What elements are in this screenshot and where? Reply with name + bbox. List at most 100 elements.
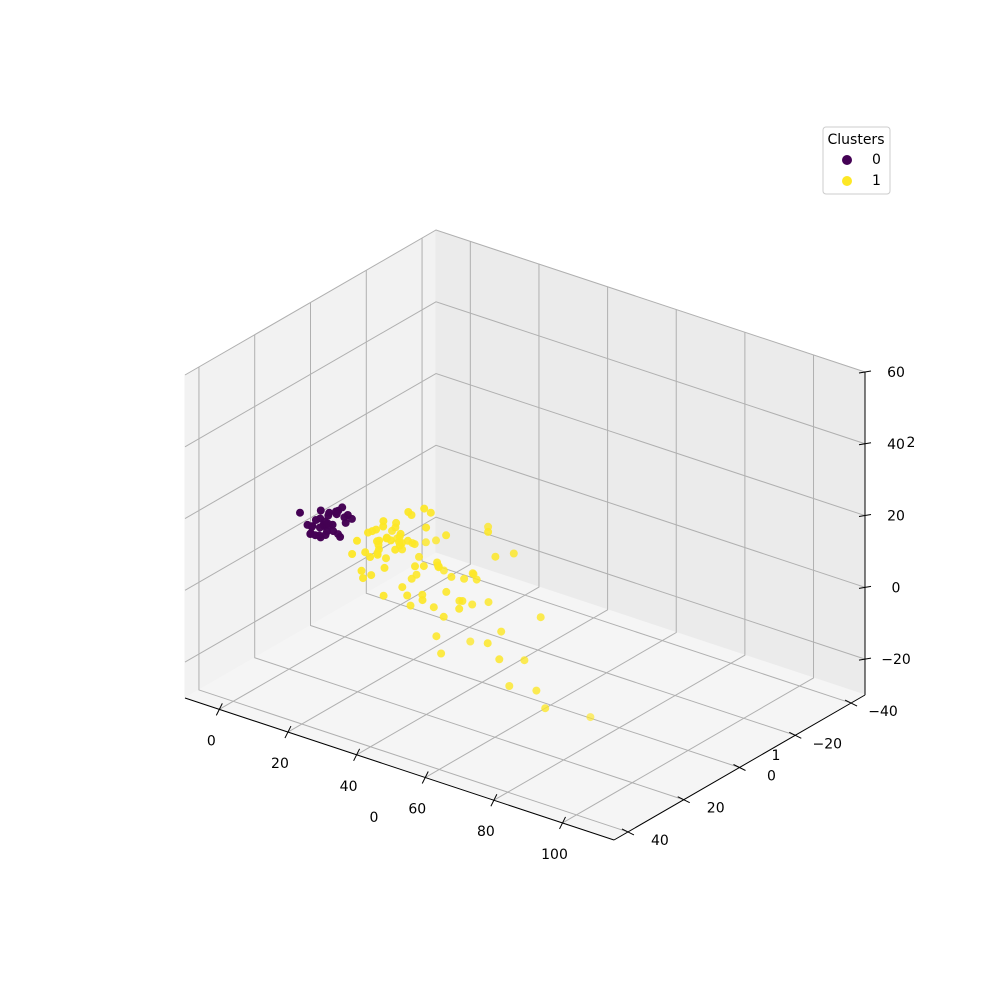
data-point-cluster-1	[442, 587, 451, 596]
data-point-cluster-1	[483, 639, 492, 648]
data-point-cluster-1	[439, 612, 448, 621]
data-point-cluster-1	[408, 539, 417, 548]
legend-title: Clusters	[828, 132, 885, 148]
data-point-cluster-1	[379, 591, 388, 600]
axes-gridlines	[184, 229, 866, 833]
gridline-y	[254, 334, 684, 801]
data-point-cluster-1	[509, 549, 518, 558]
data-point-cluster-0	[315, 523, 324, 532]
data-point-cluster-1	[420, 504, 429, 513]
data-point-cluster-1	[497, 627, 506, 636]
gridline-z	[184, 373, 866, 519]
data-point-cluster-1	[447, 572, 456, 581]
data-point-cluster-1	[391, 545, 400, 554]
data-point-cluster-1	[422, 523, 431, 532]
data-point-cluster-1	[366, 553, 375, 561]
data-point-cluster-1	[359, 574, 367, 583]
data-point-cluster-1	[379, 522, 388, 531]
legend-frame	[822, 126, 891, 195]
gridline-y	[310, 302, 740, 768]
data-point-cluster-1	[380, 563, 389, 572]
y-tick-mark	[844, 699, 858, 707]
gridline-y	[421, 238, 852, 704]
legend-marker-cluster-1	[842, 176, 852, 186]
data-point-cluster-1	[468, 569, 477, 578]
gridline-x	[356, 286, 609, 756]
data-point-cluster-1	[373, 549, 382, 558]
data-point-cluster-1	[426, 508, 435, 517]
data-point-cluster-1	[361, 548, 370, 557]
data-point-cluster-0	[323, 527, 331, 536]
data-point-cluster-1	[382, 533, 391, 542]
x-tick-label: 0	[207, 733, 216, 749]
z-axis-label: 2	[907, 435, 916, 451]
data-point-cluster-0	[296, 508, 304, 517]
x-tick-mark	[284, 725, 292, 739]
data-point-cluster-1	[421, 538, 430, 547]
legend: Clusters 0 1	[822, 126, 891, 195]
data-point-cluster-0	[311, 516, 320, 524]
data-point-cluster-1	[357, 566, 366, 575]
data-point-cluster-1	[406, 601, 415, 610]
y-axis-label: 1	[772, 748, 781, 764]
gridline-z	[184, 301, 866, 448]
y-tick-label: 20	[707, 801, 725, 817]
data-point-cluster-1	[415, 552, 423, 561]
y-tick-mark	[789, 731, 802, 739]
data-point-cluster-1	[455, 604, 464, 613]
gridline-z	[184, 229, 866, 376]
z-tick-mark	[858, 514, 872, 518]
gridline-x	[562, 354, 815, 824]
legend-label-cluster-1: 1	[872, 173, 881, 189]
data-point-cluster-0	[315, 531, 324, 540]
x-tick-label: 60	[408, 802, 426, 818]
x-tick-label: 80	[477, 824, 495, 840]
x-axis-line	[184, 697, 615, 841]
data-point-cluster-1	[442, 531, 451, 540]
data-point-cluster-1	[437, 649, 446, 658]
data-point-cluster-1	[536, 613, 545, 622]
data-point-cluster-1	[353, 536, 361, 545]
y-tick-mark	[677, 796, 690, 804]
gridline-x	[219, 241, 471, 710]
x-tick-mark	[353, 748, 361, 762]
x-tick-label: 20	[271, 756, 289, 772]
z-tick-label: 0	[892, 580, 901, 596]
x-tick-label: 100	[541, 847, 568, 863]
data-point-cluster-1	[468, 600, 477, 609]
gridline-y	[365, 270, 796, 736]
x-tick-mark	[559, 816, 566, 830]
data-point-cluster-1	[439, 566, 448, 575]
gridline-z	[184, 444, 866, 591]
z-tick-label: −20	[881, 652, 911, 668]
legend-label-cluster-0: 0	[872, 152, 881, 168]
data-point-cluster-0	[336, 532, 345, 541]
data-point-cluster-1	[432, 632, 441, 641]
data-point-cluster-1	[432, 536, 440, 545]
gridline-x	[287, 264, 540, 733]
x-axis-label: 0	[370, 810, 379, 826]
data-point-cluster-0	[347, 514, 356, 523]
data-point-cluster-1	[374, 541, 383, 549]
data-point-cluster-1	[484, 527, 493, 536]
axes-panes	[183, 229, 867, 841]
data-point-cluster-1	[348, 550, 357, 558]
x-tick-mark	[215, 703, 223, 716]
data-point-cluster-1	[541, 704, 550, 713]
data-point-cluster-1	[418, 596, 427, 605]
data-point-cluster-1	[429, 603, 438, 612]
data-point-cluster-1	[466, 637, 475, 646]
data-point-cluster-1	[586, 713, 595, 722]
y-tick-mark	[733, 764, 746, 771]
y-tick-label: −20	[813, 736, 843, 752]
data-point-cluster-1	[495, 655, 504, 664]
data-point-cluster-0	[323, 519, 332, 528]
z-tick-mark	[858, 585, 872, 589]
data-point-cluster-0	[324, 511, 333, 520]
z-tick-label: 40	[887, 437, 905, 453]
y-tick-mark	[621, 828, 635, 836]
data-point-cluster-1	[520, 656, 529, 665]
data-point-cluster-1	[419, 562, 428, 571]
gridline-z	[184, 516, 866, 663]
